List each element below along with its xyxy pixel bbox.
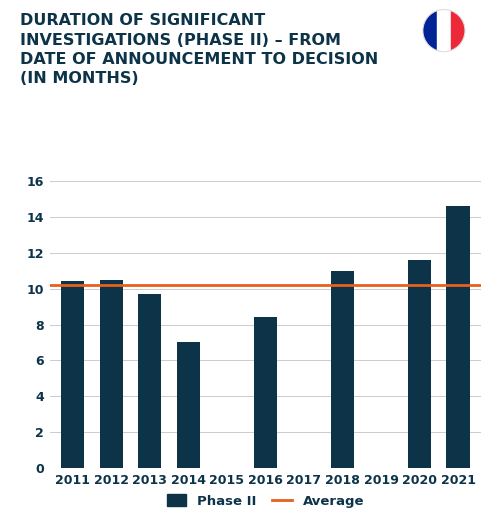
- Bar: [177, 343, 200, 468]
- Bar: [451, 10, 465, 52]
- Bar: [446, 206, 470, 468]
- Bar: [423, 10, 437, 52]
- Bar: [408, 260, 431, 468]
- Bar: [61, 281, 84, 468]
- Bar: [437, 10, 451, 52]
- Bar: [138, 294, 161, 468]
- Bar: [100, 280, 123, 468]
- Bar: [331, 271, 354, 468]
- Bar: [254, 317, 277, 468]
- Text: DURATION OF SIGNIFICANT
INVESTIGATIONS (PHASE II) – FROM
DATE OF ANNOUNCEMENT TO: DURATION OF SIGNIFICANT INVESTIGATIONS (…: [20, 13, 378, 86]
- Legend: Phase II, Average: Phase II, Average: [163, 491, 368, 512]
